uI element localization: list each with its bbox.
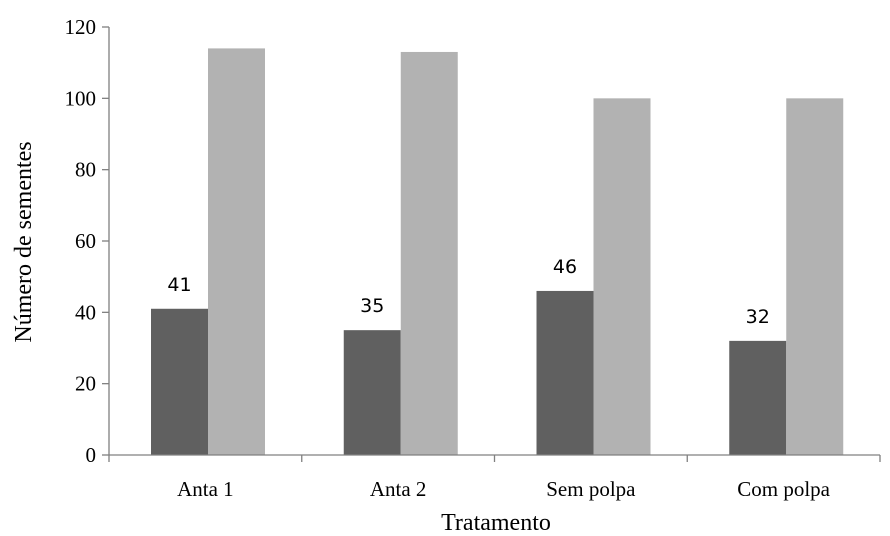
y-axis: 0 20 40 60 80 100 120	[65, 15, 110, 467]
y-tick-label: 60	[75, 229, 96, 253]
bar-series1-4	[729, 340, 787, 455]
bar-series2-1	[208, 48, 265, 456]
bar-series2-2	[400, 51, 458, 455]
data-label-4: 32	[746, 306, 770, 328]
bar-series2-3	[593, 98, 651, 455]
x-axis: Anta 1 Anta 2 Sem polpa Com polpa	[108, 454, 881, 501]
x-tick-label-1: Anta 1	[177, 477, 234, 501]
data-labels-group: 41 35 46 32	[167, 256, 769, 328]
bar-series1-2	[343, 330, 401, 455]
data-label-3: 46	[553, 256, 577, 278]
y-axis-title: Número de sementes	[11, 141, 37, 342]
y-tick-label: 20	[75, 372, 96, 396]
x-tick-label-2: Anta 2	[370, 477, 427, 501]
y-tick-label: 40	[75, 300, 96, 324]
x-tick-label-3: Sem polpa	[546, 477, 636, 501]
y-tick-label: 80	[75, 158, 96, 182]
bar-series1-3	[536, 290, 594, 455]
data-label-2: 35	[360, 295, 384, 317]
x-tick-label-4: Com polpa	[737, 477, 830, 501]
bars-group	[151, 48, 844, 456]
data-label-1: 41	[167, 274, 191, 296]
y-tick-label: 0	[86, 443, 97, 467]
y-tick-label: 100	[65, 86, 97, 110]
bar-series1-1	[151, 308, 208, 455]
bar-series2-4	[786, 98, 844, 455]
y-tick-label: 120	[65, 15, 97, 39]
x-axis-title: Tratamento	[441, 510, 551, 536]
